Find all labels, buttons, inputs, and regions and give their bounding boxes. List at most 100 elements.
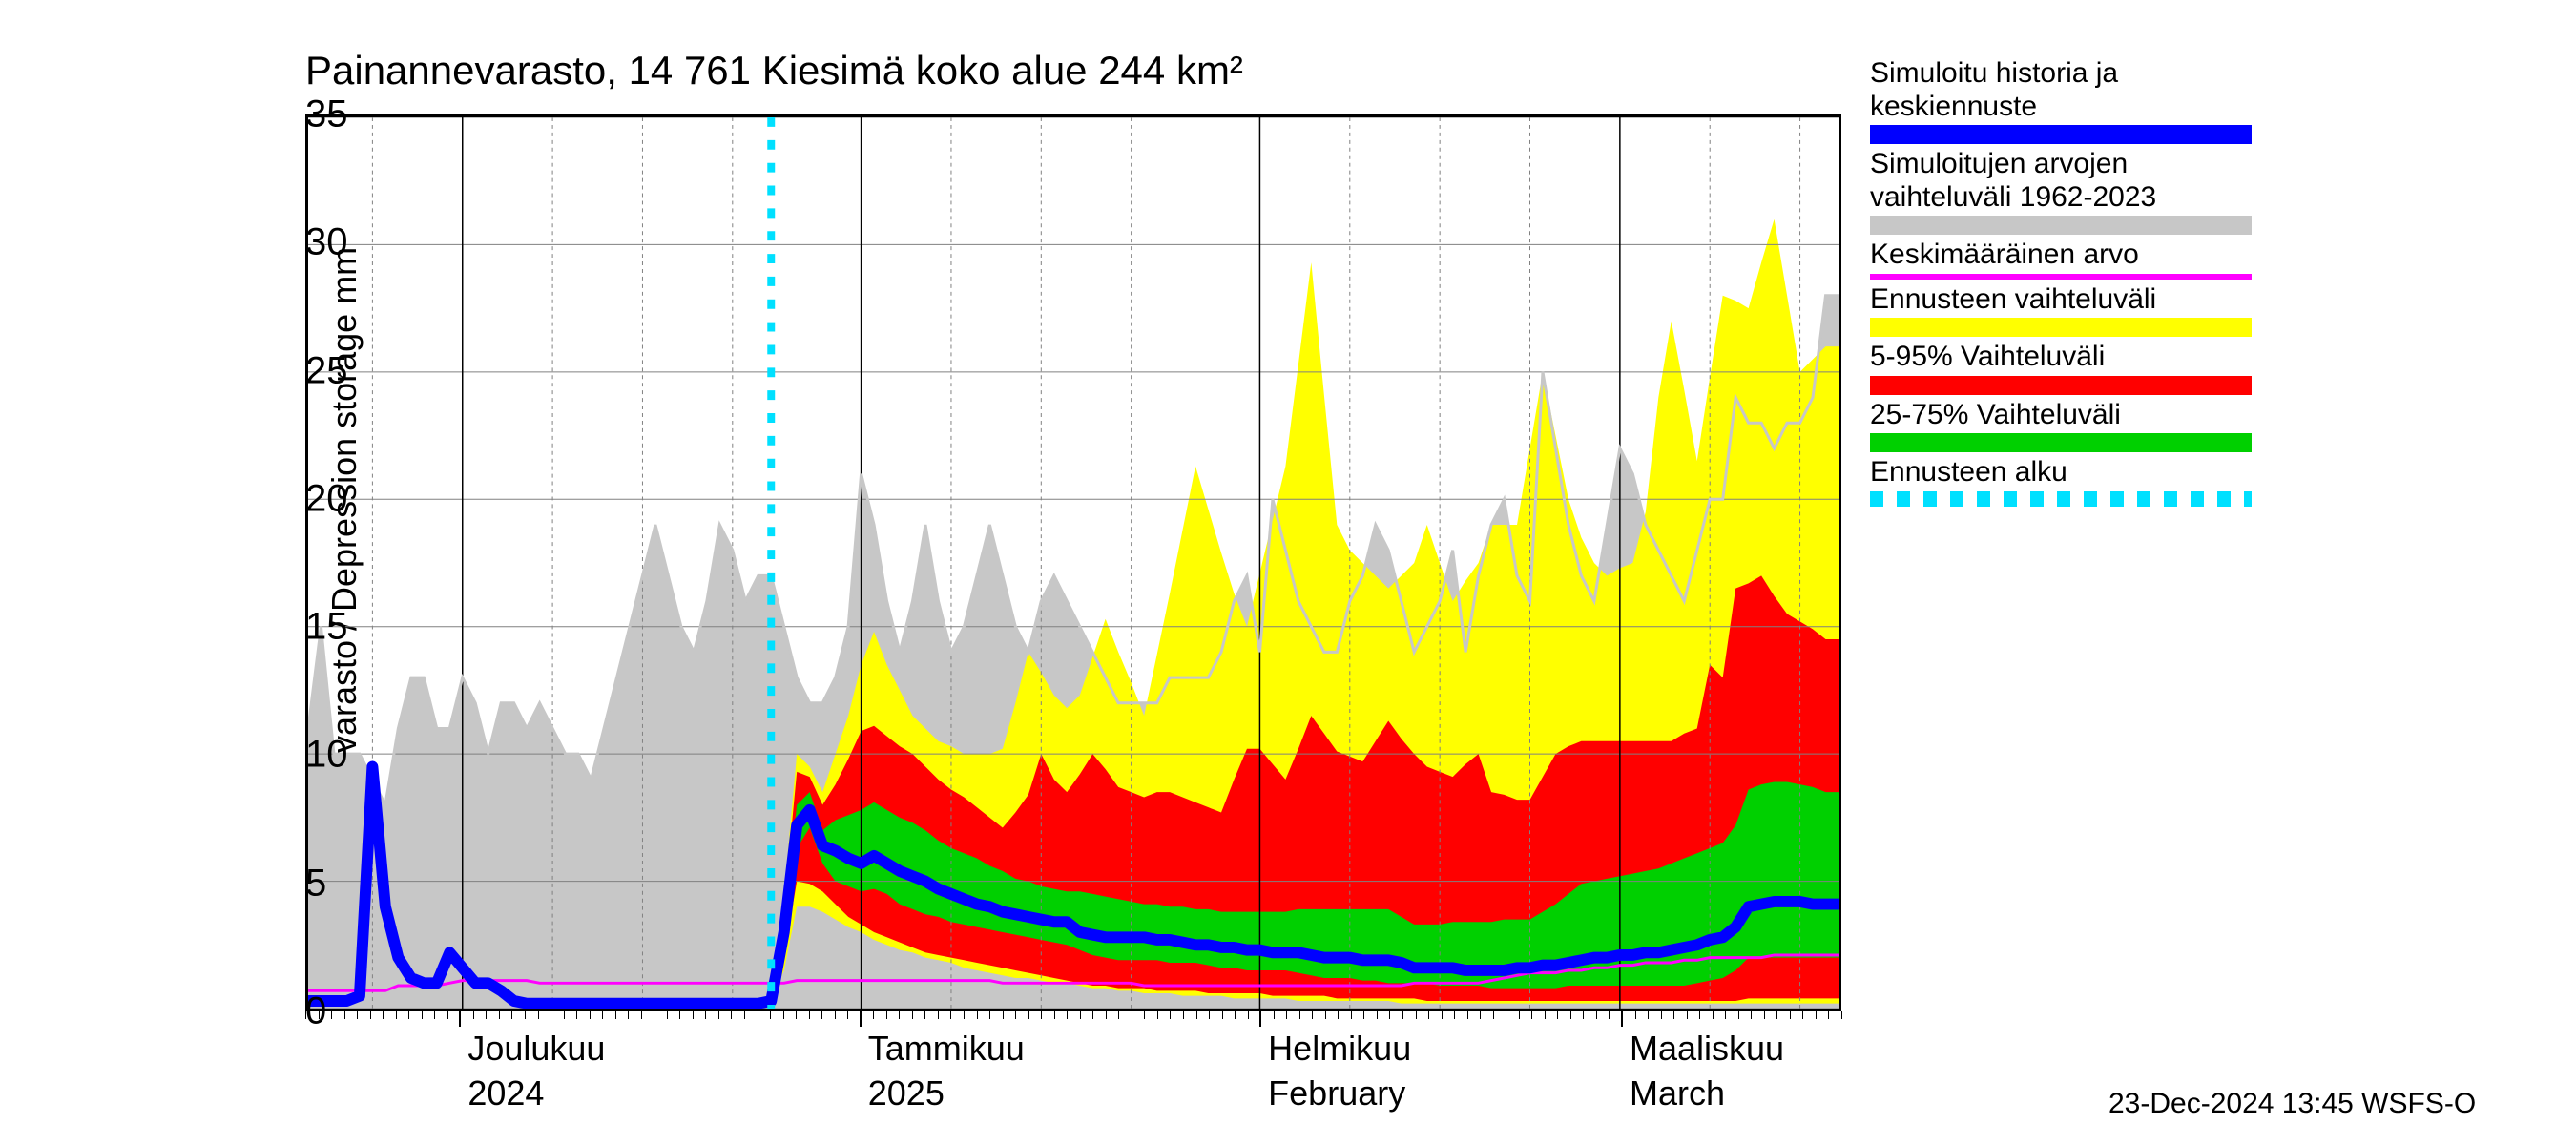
x-minor-tick — [809, 1011, 810, 1019]
x-minor-tick — [770, 1011, 771, 1019]
x-minor-tick — [434, 1011, 435, 1019]
x-minor-tick — [1531, 1011, 1532, 1019]
x-minor-tick — [1648, 1011, 1649, 1019]
x-minor-tick — [1363, 1011, 1364, 1019]
x-minor-tick — [938, 1011, 939, 1019]
x-minor-tick — [1144, 1011, 1145, 1019]
x-minor-tick — [1480, 1011, 1481, 1019]
x-minor-tick — [525, 1011, 526, 1019]
x-minor-tick — [486, 1011, 487, 1019]
legend: Simuloitu historia jakeskiennuste Simuloi… — [1870, 57, 2252, 510]
x-minor-tick — [447, 1011, 448, 1019]
x-minor-tick — [912, 1011, 913, 1019]
footer-timestamp: 23-Dec-2024 13:45 WSFS-O — [2109, 1088, 2476, 1120]
x-month-label: MaaliskuuMarch — [1630, 1027, 1784, 1116]
x-minor-tick — [1776, 1011, 1777, 1019]
x-minor-tick — [1635, 1011, 1636, 1019]
x-minor-tick — [1725, 1011, 1726, 1019]
legend-item: Ennusteen alku — [1870, 456, 2252, 507]
x-minor-tick — [1299, 1011, 1300, 1019]
x-minor-tick — [1790, 1011, 1791, 1019]
x-minor-tick — [1493, 1011, 1494, 1019]
x-minor-tick — [950, 1011, 951, 1019]
legend-label: Keskimääräinen arvo — [1870, 239, 2252, 272]
x-minor-tick — [679, 1011, 680, 1019]
x-minor-tick — [602, 1011, 603, 1019]
x-month-label: HelmikuuFebruary — [1268, 1027, 1411, 1116]
x-minor-tick — [1389, 1011, 1390, 1019]
x-minor-tick — [1118, 1011, 1119, 1019]
x-minor-tick — [305, 1011, 306, 1019]
x-minor-tick — [1687, 1011, 1688, 1019]
x-minor-tick — [1106, 1011, 1107, 1019]
x-minor-tick — [1467, 1011, 1468, 1019]
x-minor-tick — [1699, 1011, 1700, 1019]
legend-item: Simuloitu historia jakeskiennuste — [1870, 57, 2252, 144]
legend-label: Ennusteen vaihteluväli — [1870, 283, 2252, 317]
x-minor-tick — [1003, 1011, 1004, 1019]
x-minor-tick — [1015, 1011, 1016, 1019]
x-minor-tick — [835, 1011, 836, 1019]
x-minor-tick — [1609, 1011, 1610, 1019]
x-minor-tick — [667, 1011, 668, 1019]
legend-swatch — [1870, 318, 2252, 337]
x-minor-tick — [873, 1011, 874, 1019]
legend-swatch — [1870, 216, 2252, 235]
x-minor-tick — [1713, 1011, 1714, 1019]
x-minor-tick — [628, 1011, 629, 1019]
legend-swatch — [1870, 376, 2252, 395]
x-minor-tick — [1248, 1011, 1249, 1019]
x-minor-tick — [1519, 1011, 1520, 1019]
x-minor-tick — [1673, 1011, 1674, 1019]
x-minor-tick — [1235, 1011, 1236, 1019]
x-minor-tick — [576, 1011, 577, 1019]
x-minor-tick — [1338, 1011, 1339, 1019]
x-minor-tick — [924, 1011, 925, 1019]
legend-label: 5-95% Vaihteluväli — [1870, 341, 2252, 374]
x-minor-tick — [1196, 1011, 1197, 1019]
x-minor-tick — [538, 1011, 539, 1019]
x-minor-tick — [1661, 1011, 1662, 1019]
x-minor-tick — [964, 1011, 965, 1019]
x-minor-tick — [1583, 1011, 1584, 1019]
x-minor-tick — [1170, 1011, 1171, 1019]
x-minor-tick — [1351, 1011, 1352, 1019]
x-minor-tick — [886, 1011, 887, 1019]
x-minor-tick — [1802, 1011, 1803, 1019]
legend-item: Simuloitujen arvojenvaihteluväli 1962-20… — [1870, 148, 2252, 235]
x-minor-tick — [590, 1011, 591, 1019]
x-minor-tick — [408, 1011, 409, 1019]
x-minor-tick — [615, 1011, 616, 1019]
x-minor-tick — [1841, 1011, 1842, 1019]
legend-swatch — [1870, 274, 2252, 280]
x-minor-tick — [1828, 1011, 1829, 1019]
x-minor-tick — [1428, 1011, 1429, 1019]
plot-area — [305, 114, 1841, 1011]
chart-svg — [308, 117, 1839, 1009]
x-minor-tick — [847, 1011, 848, 1019]
x-minor-tick — [1274, 1011, 1275, 1019]
legend-label: Simuloitujen arvojenvaihteluväli 1962-20… — [1870, 148, 2252, 214]
x-month-label: Tammikuu2025 — [868, 1027, 1025, 1116]
legend-swatch — [1870, 491, 2252, 507]
x-minor-tick — [1764, 1011, 1765, 1019]
chart-container: Painannevarasto / Depression storage mm … — [0, 0, 2576, 1145]
legend-item: 5-95% Vaihteluväli — [1870, 341, 2252, 395]
x-minor-tick — [1416, 1011, 1417, 1019]
x-minor-tick — [1325, 1011, 1326, 1019]
legend-swatch — [1870, 125, 2252, 144]
x-minor-tick — [1454, 1011, 1455, 1019]
x-minor-tick — [473, 1011, 474, 1019]
x-minor-tick — [989, 1011, 990, 1019]
x-minor-tick — [783, 1011, 784, 1019]
x-minor-tick — [705, 1011, 706, 1019]
x-minor-tick — [344, 1011, 345, 1019]
x-minor-tick — [1054, 1011, 1055, 1019]
x-minor-tick — [1041, 1011, 1042, 1019]
x-minor-tick — [1377, 1011, 1378, 1019]
x-minor-tick — [899, 1011, 900, 1019]
x-minor-tick — [1157, 1011, 1158, 1019]
x-minor-tick — [693, 1011, 694, 1019]
x-minor-tick — [383, 1011, 384, 1019]
legend-label: Simuloitu historia jakeskiennuste — [1870, 57, 2252, 123]
